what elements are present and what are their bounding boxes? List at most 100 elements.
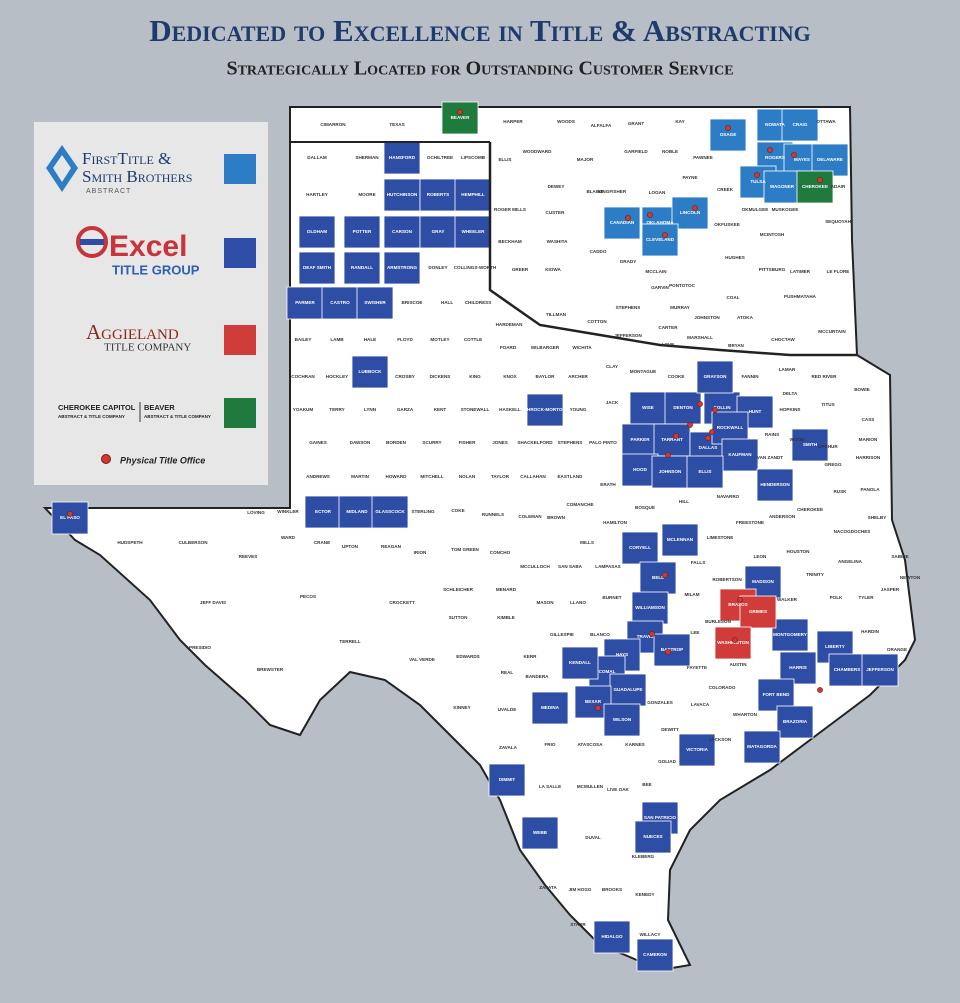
county-label: KENEDY [635,892,654,897]
county-label: MIDLAND [346,509,368,514]
county-label: BASTROP [661,647,683,652]
county-label: THROCK-MORTON [524,407,566,412]
county-region [343,251,381,285]
county-label: CREEK [717,187,734,192]
county-label: JACKSON [709,737,732,742]
office-pin [737,597,743,603]
county-region [304,495,342,529]
logo-icon [76,226,108,258]
legend-name: Cherokee Capitol [58,403,136,412]
county-label: CHILDRESS [465,300,492,305]
county-label: LEON [754,554,767,559]
county-label: WHARTON [733,712,758,717]
county-label: TEXAS [389,122,404,127]
county-region [629,391,667,425]
county-region [781,108,819,142]
county-label: HUNT [749,409,762,414]
county-label: ORANGE [887,647,907,652]
county-label: GARFIELD [624,149,648,154]
county-label: ECTOR [315,509,332,514]
county-label: HARRISON [856,455,881,460]
county-label: HAYS [616,652,628,657]
county-label: MCINTOSH [760,232,785,237]
legend-name: Beaver [144,403,175,412]
county-label: MOTLEY [430,337,449,342]
county-label: REEVES [239,554,258,559]
county-label: OTTAWA [816,119,836,124]
county-label: ANGELINA [838,559,863,564]
county-label: HOPKINS [780,407,801,412]
county-label: HUGHES [725,255,745,260]
county-label: NUECES [643,834,662,839]
county-label: GRAY [432,229,445,234]
county-label: BRYAN [728,343,744,348]
logo-icon [53,155,71,182]
county-label: WARD [281,535,296,540]
county-label: IRION [414,550,427,555]
office-pin [662,572,668,578]
county-label: COKE [451,508,464,513]
county-label: MARION [859,437,878,442]
county-label: BOSQUE [635,505,655,510]
county-label: TRINITY [806,572,824,577]
county-label: COLLIN [713,405,731,410]
county-label: STERLING [411,509,435,514]
county-label: JONES [492,440,508,445]
county-label: POTTER [353,229,372,234]
county-label: KINNEY [453,705,470,710]
county-region [343,215,381,249]
county-label: HOUSTON [787,549,811,554]
county-regions [51,101,899,972]
county-region [488,763,526,797]
county-label: GRAYSON [704,374,727,379]
county-label: HALL [441,300,453,305]
county-label: DELAWARE [817,157,843,162]
county-region [721,438,759,472]
office-pin [709,429,715,435]
county-label: RUNNELS [482,512,504,517]
county-region [641,223,679,257]
county-label: HILL [679,499,689,504]
office-pins [67,109,823,711]
county-region [419,178,457,212]
county-label: AUSTIN [729,662,747,667]
county-label: CUSTER [546,210,566,215]
county-region [757,678,795,712]
legend-name: FirstTitle & [82,149,171,168]
county-label: REAL [501,670,514,675]
county-label: ROGER MILLS [494,207,526,212]
legend-tagline: Abstract & Title Company [144,414,211,419]
county-label: BEE [642,782,651,787]
county-label: KLEBERG [632,854,655,859]
county-region [639,561,677,595]
county-label: OLDHAM [307,229,327,234]
county-label: SMITH [803,442,818,447]
county-label: HAMILTON [603,520,627,525]
county-label: FREESTONE [736,520,764,525]
county-region [371,495,409,529]
county-region [653,633,691,667]
county-label: TRAVIS [637,634,654,639]
county-label: OKLAHOMA [646,220,674,225]
county-label: MCLENNAN [667,537,694,542]
county-label: CRANE [314,540,330,545]
office-pin [732,637,738,643]
legend-swatch [224,154,256,184]
county-label: PONTOTOC [669,283,696,288]
county-label: BECKHAM [498,239,522,244]
county-region [653,423,691,457]
county-label: PAYNE [682,175,697,180]
county-region [383,141,421,175]
county-label: SUTTON [449,615,468,620]
county-label: EL PASO [60,515,80,520]
county-label: BURNET [602,595,621,600]
county-label: WASHINGTON [717,640,749,645]
county-label: CHEROKEE [802,184,828,189]
county-label: WHEELER [462,229,486,234]
county-label: GILLESPIE [550,632,574,637]
county-region [298,251,336,285]
county-label: TAYLOR [491,474,510,479]
county-label: TITUS [821,402,834,407]
county-label: MCMULLEN [577,784,604,789]
county-label: NOWATA [765,122,785,127]
